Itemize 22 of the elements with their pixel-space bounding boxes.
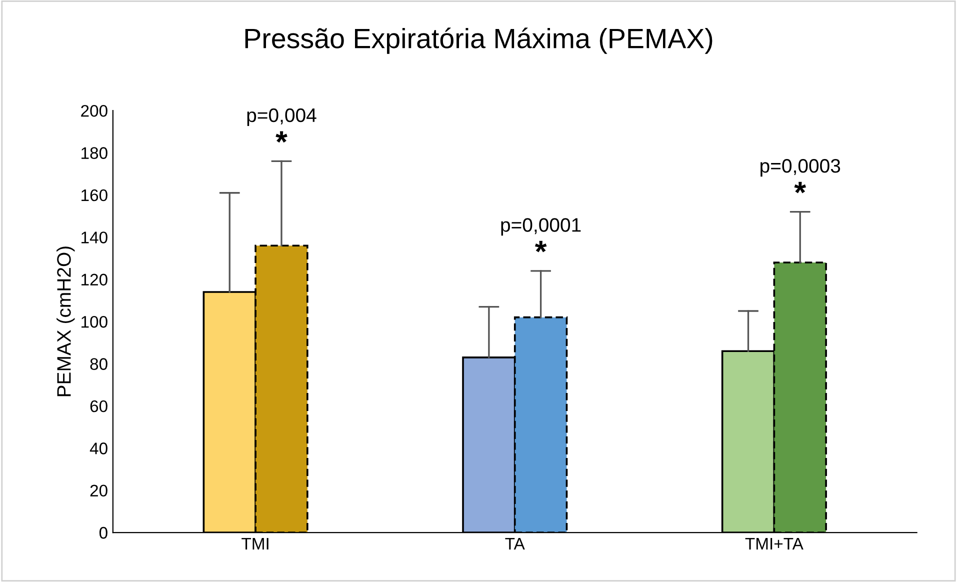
y-tick-label: 120 <box>82 274 108 286</box>
annotation: p=0,004 <box>247 108 316 126</box>
y-tick-label: 200 <box>81 104 108 117</box>
y-tick-label: 60 <box>90 400 108 412</box>
y-tick-label: 160 <box>82 189 108 202</box>
x-tick-label: TMI+TA <box>745 538 804 550</box>
annotation: p=0,0001 <box>501 218 581 236</box>
chart-title: Pressão Expiratória Máxima (PEMAX) <box>245 28 712 54</box>
y-axis-title: PEMAX (cmH2O) <box>56 246 75 396</box>
y-tick-label: 0 <box>99 526 108 539</box>
x-tick-label: TA <box>505 538 525 550</box>
annotation: * <box>794 182 806 194</box>
y-tick-label: 100 <box>82 316 108 328</box>
annotation: * <box>276 131 288 143</box>
y-tick-label: 20 <box>90 484 108 497</box>
y-tick-label: 40 <box>90 442 108 454</box>
annotation: * <box>534 240 547 252</box>
annotation: p=0,0003 <box>760 158 840 177</box>
x-tick-label: TMI <box>242 538 268 550</box>
y-tick-label: 180 <box>82 147 108 159</box>
y-tick-label: 140 <box>82 232 108 244</box>
y-tick-label: 80 <box>90 358 108 370</box>
